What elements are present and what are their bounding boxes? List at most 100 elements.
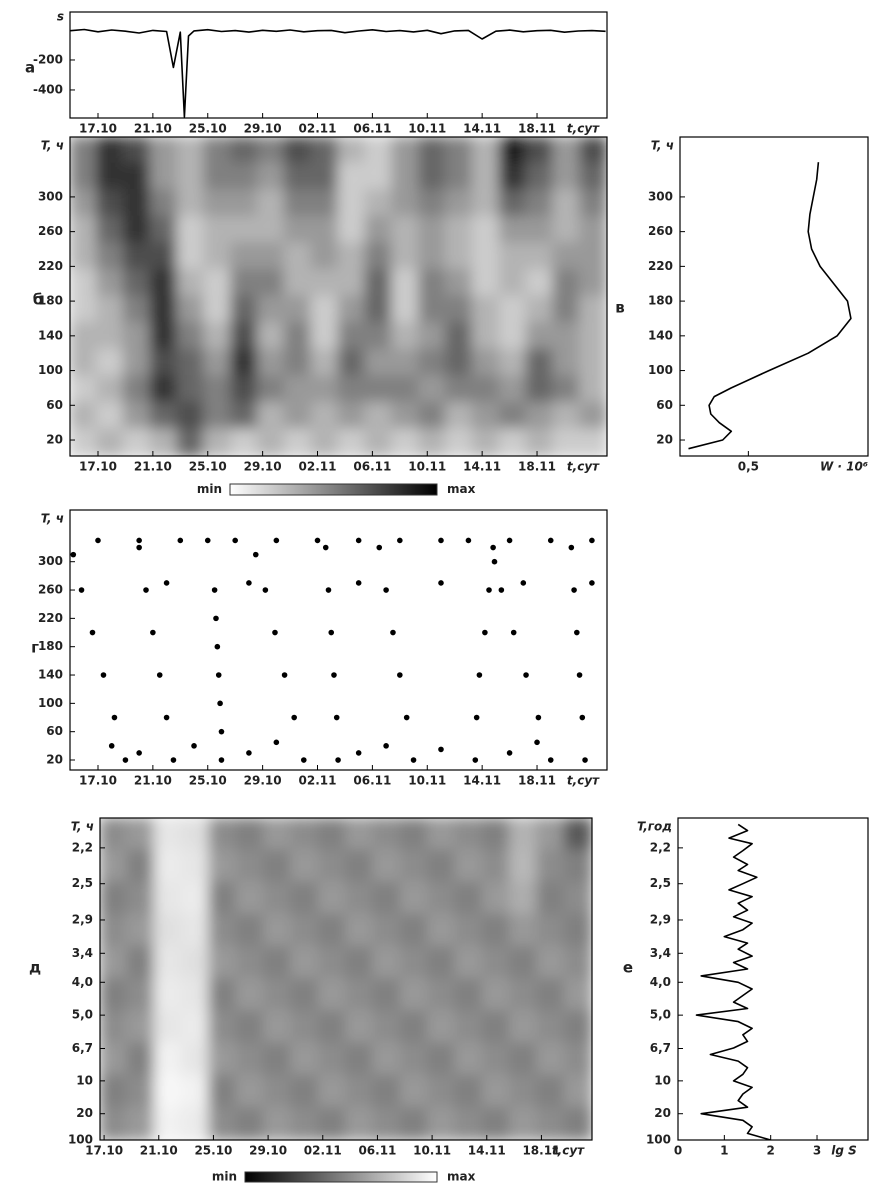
heatmap-cell <box>122 401 152 431</box>
heatmap-cell <box>70 428 98 456</box>
heatmap-cell <box>263 818 293 852</box>
heatmap-cell <box>481 881 511 916</box>
x-tick-label: 25.10 <box>189 774 227 788</box>
heatmap-cell <box>263 1074 293 1109</box>
heatmap-cell <box>176 428 206 456</box>
heatmap-cell <box>208 818 238 852</box>
scatter-point <box>325 587 332 593</box>
heatmap-cell <box>153 1106 183 1140</box>
heatmap-cell <box>153 1042 183 1077</box>
plot-frame <box>679 136 869 457</box>
heatmap-cell <box>536 818 566 852</box>
heatmap-cell <box>126 978 156 1013</box>
scatter-point <box>472 757 479 763</box>
heatmap-cell <box>552 401 582 431</box>
heatmap-cell <box>481 1074 511 1109</box>
x-tick-label: 25.10 <box>189 122 227 136</box>
heatmap-cell <box>100 818 129 852</box>
heatmap-cell <box>481 1042 511 1077</box>
panel: -200 -400 17.10 21.10 25.10 29.10 02.11 06.11 10… <box>25 10 608 136</box>
scatter-point <box>262 587 269 593</box>
heatmap-cell <box>498 215 528 245</box>
heatmap-cell <box>95 401 125 431</box>
y-tick-label: 2,2 <box>650 840 671 854</box>
heatmap-cell <box>444 428 474 456</box>
x-tick-label: 10.11 <box>408 460 446 474</box>
heatmap-cell <box>230 137 259 165</box>
heatmap-cell <box>235 881 265 916</box>
x-tick-label: 0,5 <box>738 460 759 474</box>
heatmap-cell <box>399 1074 429 1109</box>
heatmap-cell <box>149 428 179 456</box>
scatter-point <box>111 714 118 721</box>
x-tick-label: 18.11 <box>518 460 556 474</box>
heatmap-cell <box>427 945 457 980</box>
heatmap-cell <box>283 215 313 245</box>
heatmap-cell <box>122 215 152 245</box>
scatter-point <box>314 537 321 544</box>
heatmap-cell <box>364 215 394 245</box>
heatmap-cell <box>95 428 125 456</box>
y-tick-label: -200 <box>33 52 63 66</box>
y-tick-label: 180 <box>648 294 673 308</box>
heatmap-cell <box>427 1042 457 1077</box>
heatmap-cell <box>364 268 394 298</box>
heatmap-cell <box>256 189 286 218</box>
y-tick-label: 10 <box>76 1073 93 1087</box>
heatmap-cell <box>235 849 265 884</box>
x-tick-label: 21.10 <box>134 774 172 788</box>
y-tick-label: 60 <box>656 398 673 412</box>
heatmap-cell <box>230 189 259 218</box>
heatmap-cell <box>208 945 238 980</box>
heatmap-cell <box>283 322 313 351</box>
heatmap-cell <box>525 348 555 378</box>
heatmap-cell <box>536 1010 566 1045</box>
heatmap-cell <box>525 295 555 325</box>
heatmap-cell <box>95 215 125 245</box>
y-tick-label: 5,0 <box>72 1008 93 1022</box>
heatmap-cell <box>235 978 265 1013</box>
scatter-point <box>383 743 389 749</box>
scatter-point <box>291 714 297 721</box>
x-tick-label: 10.11 <box>408 122 446 136</box>
heatmap-cell <box>100 1042 129 1077</box>
heatmap-cell <box>471 295 501 325</box>
heatmap-cell <box>70 295 98 325</box>
colorbar <box>229 483 438 496</box>
y-tick-label: 2,9 <box>72 912 93 926</box>
heatmap-cell <box>418 162 447 192</box>
heatmap-cell <box>70 401 98 431</box>
heatmap-cell <box>337 268 367 298</box>
scatter-point <box>510 629 517 636</box>
heatmap-cell <box>317 1074 347 1109</box>
heatmap-cell <box>579 215 607 245</box>
heatmap-cell <box>310 401 340 431</box>
heatmap-cell <box>579 189 607 218</box>
heatmap-cell <box>203 189 233 218</box>
heatmap-cell <box>454 1074 484 1109</box>
heatmap-cell <box>126 1010 156 1045</box>
scatter-point <box>211 587 218 593</box>
heatmap-cell <box>391 295 421 325</box>
heatmap-cell <box>317 818 347 852</box>
x-tick-label: 2 <box>767 1144 775 1158</box>
heatmap-cell <box>579 295 607 325</box>
heatmap-cell <box>454 1042 484 1077</box>
heatmap-cell <box>283 348 313 378</box>
heatmap-cell <box>235 913 265 948</box>
scatter-point <box>89 629 96 636</box>
heatmap-cell <box>122 348 152 378</box>
plot-frame <box>99 817 593 1141</box>
heatmap-cell <box>345 913 375 948</box>
panel-letter: г <box>31 639 39 657</box>
heatmap-cell <box>230 322 259 351</box>
heatmap-cell <box>181 1010 211 1045</box>
heatmap-cell <box>444 242 474 271</box>
heatmap-cell <box>122 137 152 165</box>
heatmap-cell <box>263 913 293 948</box>
scatter-point <box>390 629 396 636</box>
data-line <box>688 162 852 450</box>
scatter-point <box>122 757 129 763</box>
y-tick-label: 5,0 <box>650 1008 671 1022</box>
heatmap-cell <box>563 1042 592 1077</box>
